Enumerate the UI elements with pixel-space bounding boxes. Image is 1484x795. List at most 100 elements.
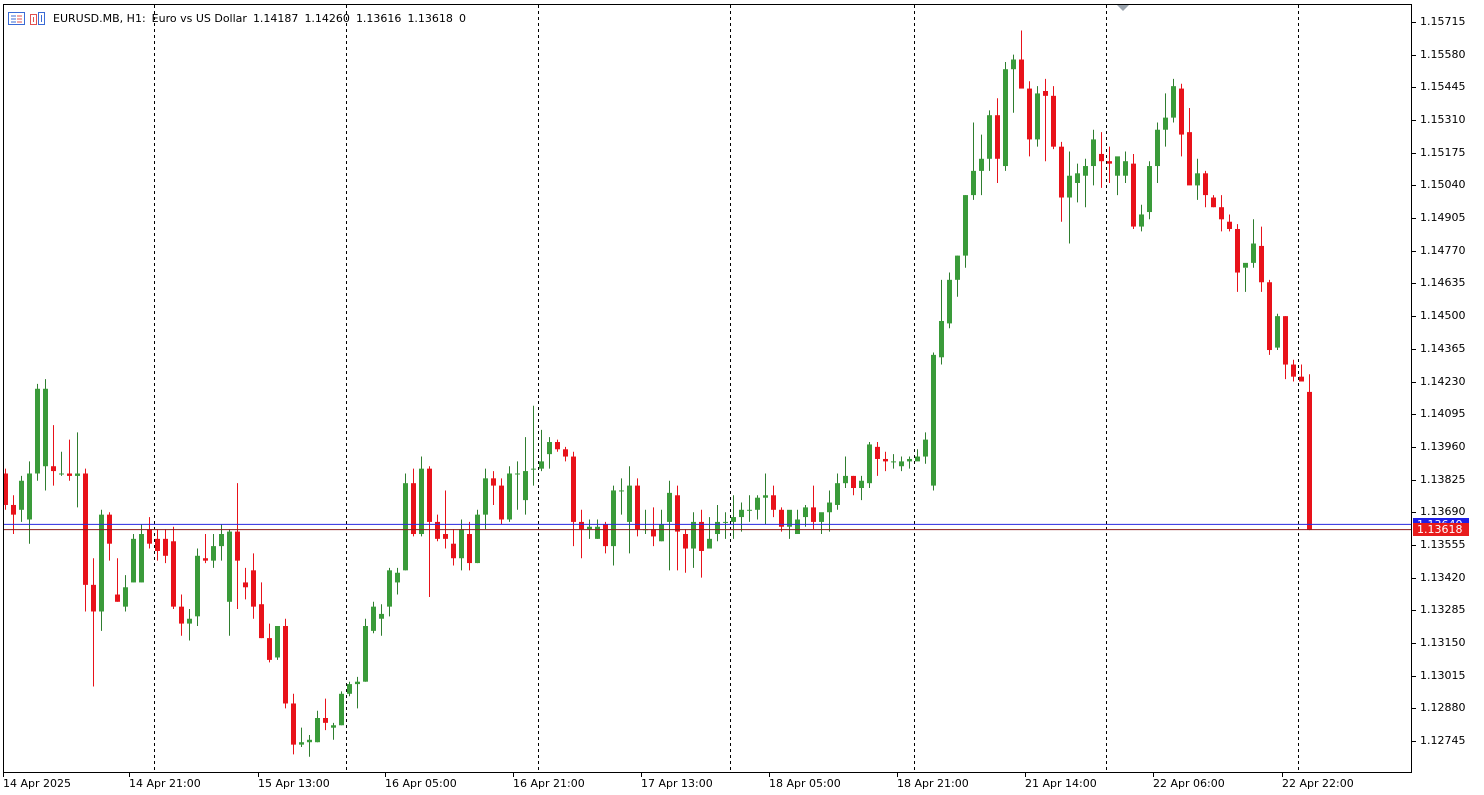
candle-bullish[interactable] [131,534,136,583]
candle-bearish[interactable] [1299,364,1304,382]
candle-bullish[interactable] [907,456,912,469]
candle-bullish[interactable] [315,710,320,743]
candle-bullish[interactable] [59,451,64,476]
candle-bullish[interactable] [755,495,760,520]
candle-bullish[interactable] [27,461,32,544]
candle-bullish[interactable] [795,509,800,535]
candle-bearish[interactable] [1259,226,1264,292]
candle-bullish[interactable] [1075,163,1080,203]
candle-bullish[interactable] [99,509,104,631]
candle-bullish[interactable] [747,495,752,522]
candle-bullish[interactable] [483,468,488,530]
candle-bearish[interactable] [555,439,560,452]
candle-bearish[interactable] [267,623,272,663]
candle-bearish[interactable] [699,509,704,578]
candle-bullish[interactable] [963,195,968,268]
candle-bullish[interactable] [1243,262,1248,292]
candle-bullish[interactable] [123,575,128,612]
candle-bullish[interactable] [371,601,376,634]
candle-bullish[interactable] [35,383,40,481]
candle-bearish[interactable] [1043,78,1048,162]
candle-bullish[interactable] [827,490,832,532]
candle-bearish[interactable] [91,558,96,687]
candle-bearish[interactable] [411,468,416,537]
price-chart[interactable] [0,0,1412,773]
candle-bearish[interactable] [11,495,16,535]
one-click-trading-icon[interactable] [29,11,46,26]
candle-bearish[interactable] [451,529,456,566]
candle-bullish[interactable] [195,548,200,627]
candle-bullish[interactable] [387,567,392,617]
candle-bearish[interactable] [1291,359,1296,382]
candle-bearish[interactable] [1267,279,1272,355]
candle-bullish[interactable] [707,517,712,549]
candle-bearish[interactable] [651,507,656,547]
candle-bullish[interactable] [43,379,48,491]
candle-bearish[interactable] [1307,374,1312,531]
candle-bearish[interactable] [1211,195,1216,208]
candle-bearish[interactable] [179,594,184,636]
candle-bearish[interactable] [995,98,1000,183]
candle-bearish[interactable] [1227,214,1232,232]
candle-bullish[interactable] [139,524,144,583]
candle-bullish[interactable] [643,509,648,535]
candle-bearish[interactable] [3,468,8,510]
candle-bearish[interactable] [67,439,72,481]
candle-bearish[interactable] [1179,83,1184,157]
candle-bullish[interactable] [1195,158,1200,200]
candle-bearish[interactable] [491,471,496,505]
candle-bearish[interactable] [683,529,688,573]
candle-bullish[interactable] [619,478,624,515]
candle-bullish[interactable] [955,255,960,297]
candle-bearish[interactable] [443,490,448,549]
candle-bearish[interactable] [1099,132,1104,188]
candle-bearish[interactable] [635,478,640,537]
candle-bullish[interactable] [1035,86,1040,147]
candle-bearish[interactable] [427,466,432,597]
candle-bullish[interactable] [211,534,216,568]
candle-bullish[interactable] [515,461,520,510]
candle-bullish[interactable] [763,473,768,525]
candle-bearish[interactable] [675,485,680,571]
candle-bearish[interactable] [259,582,264,639]
candle-bearish[interactable] [1283,316,1288,380]
candle-bullish[interactable] [1251,219,1256,268]
candle-bearish[interactable] [283,618,288,709]
candle-bullish[interactable] [803,504,808,527]
candle-bullish[interactable] [19,475,24,522]
candle-bearish[interactable] [875,442,880,476]
candle-bullish[interactable] [187,609,192,641]
candle-bearish[interactable] [1187,107,1192,186]
candle-bearish[interactable] [251,553,256,619]
candle-bullish[interactable] [1003,61,1008,171]
candle-bearish[interactable] [1059,141,1064,222]
candle-bullish[interactable] [227,529,232,636]
candle-bullish[interactable] [659,509,664,542]
candle-bearish[interactable] [243,567,248,600]
candle-bullish[interactable] [395,567,400,595]
candle-bullish[interactable] [899,456,904,472]
candle-bullish[interactable] [307,734,312,757]
candle-bearish[interactable] [163,529,168,564]
candle-bullish[interactable] [867,442,872,489]
candle-bullish[interactable] [1155,122,1160,183]
chart-shift-marker-icon[interactable] [1117,5,1129,11]
candle-bullish[interactable] [859,475,864,501]
candle-bullish[interactable] [331,722,336,740]
candle-bullish[interactable] [299,727,304,748]
candle-bullish[interactable] [1115,156,1120,196]
candle-bullish[interactable] [987,110,992,171]
candle-bullish[interactable] [75,432,80,508]
candle-bullish[interactable] [523,437,528,515]
candle-bullish[interactable] [731,495,736,539]
candle-bullish[interactable] [971,122,976,200]
candle-bearish[interactable] [1019,30,1024,89]
candle-bullish[interactable] [891,454,896,469]
candle-bullish[interactable] [1091,129,1096,186]
candle-bullish[interactable] [915,449,920,462]
candle-bearish[interactable] [811,485,816,530]
candle-bearish[interactable] [51,425,56,486]
candle-bullish[interactable] [1123,151,1128,183]
candle-bullish[interactable] [835,473,840,510]
candle-bearish[interactable] [291,693,296,755]
